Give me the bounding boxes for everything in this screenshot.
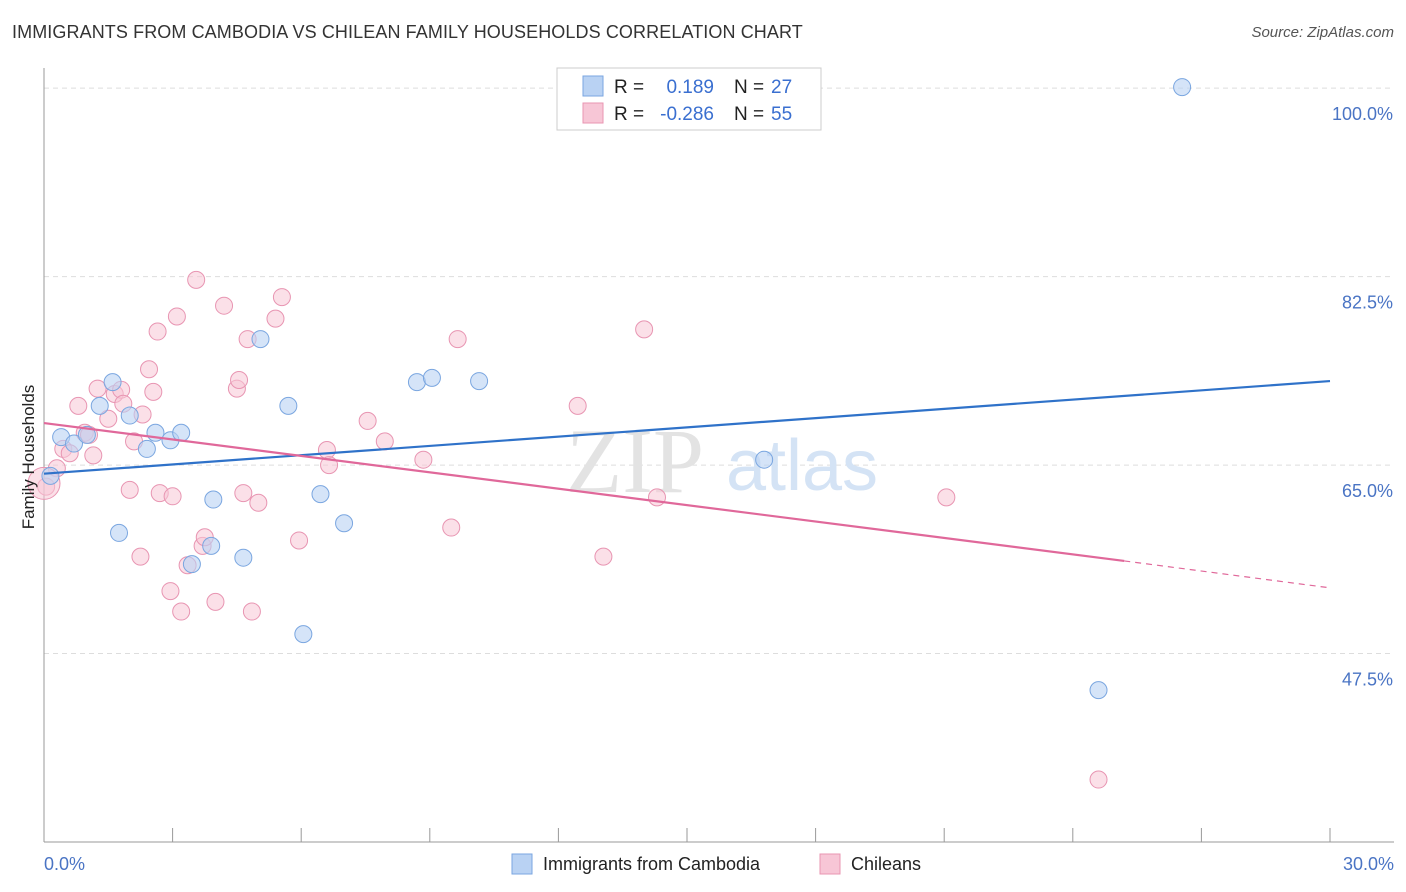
cambodia-point: [103, 373, 122, 392]
chileans-point: [242, 602, 261, 621]
cambodia-point: [110, 523, 129, 542]
top-legend: R = 0.189 N = 27 R = -0.286 N = 55: [556, 67, 822, 131]
bottom-legend-swatch-chileans: [819, 853, 841, 875]
chileans-point: [448, 330, 467, 349]
chileans-point: [131, 547, 150, 566]
cambodia-trend-line: [43, 379, 1331, 475]
legend-r-value-2: -0.286: [660, 104, 714, 125]
cambodia-point: [202, 536, 221, 555]
chileans-point: [163, 487, 182, 506]
chileans-point: [88, 379, 107, 398]
chileans-point: [144, 382, 163, 401]
chileans-point: [358, 411, 377, 430]
cambodia-point: [90, 396, 109, 415]
chileans-point: [290, 531, 309, 550]
chileans-point: [375, 432, 394, 451]
cambodia-point: [1089, 681, 1108, 700]
cambodia-point: [755, 450, 774, 469]
chileans-point: [206, 592, 225, 611]
cambodia-point: [311, 485, 330, 504]
cambodia-point: [1173, 78, 1192, 97]
chart-title: IMMIGRANTS FROM CAMBODIA VS CHILEAN FAMI…: [12, 22, 803, 42]
chileans-point: [266, 309, 285, 328]
chileans-point: [414, 450, 433, 469]
y-tick-label: 47.5%: [1342, 670, 1393, 690]
chileans-trend-extension: [1124, 560, 1331, 589]
chileans-trend-line: [43, 421, 1125, 563]
cambodia-point: [77, 425, 96, 444]
watermark-zip: ZIP: [566, 410, 704, 512]
legend-swatch-chileans: [582, 102, 604, 124]
legend-n-value-2: 55: [771, 104, 792, 125]
chileans-point: [69, 396, 88, 415]
chileans-point: [99, 409, 118, 428]
legend-r-label-1: R =: [614, 77, 644, 98]
legend-swatch-cambodia: [582, 75, 604, 97]
chileans-point: [272, 288, 291, 307]
legend-r-label-2: R =: [614, 104, 644, 125]
cambodia-point: [182, 555, 201, 574]
watermark-atlas: atlas: [726, 426, 878, 506]
chileans-point: [120, 480, 139, 499]
legend-n-value-1: 27: [771, 77, 792, 98]
cambodia-point: [407, 373, 426, 392]
axes: [43, 68, 1394, 843]
chileans-point: [1089, 770, 1108, 789]
gridlines: [44, 87, 1394, 655]
bottom-legend: Immigrants from Cambodia Chileans: [511, 853, 921, 875]
cambodia-point: [137, 439, 156, 458]
chileans-point: [215, 296, 234, 315]
cambodia-point: [204, 490, 223, 509]
legend-n-label-2: N =: [734, 104, 764, 125]
legend-n-label-1: N =: [734, 77, 764, 98]
cambodia-point: [470, 372, 489, 391]
chileans-point: [594, 547, 613, 566]
cambodia-points: [41, 78, 1192, 700]
cambodia-point: [294, 625, 313, 644]
trend-lines: [43, 379, 1331, 589]
chileans-point: [161, 582, 180, 601]
chileans-point: [172, 602, 191, 621]
y-tick-label: 82.5%: [1342, 293, 1393, 313]
cambodia-point: [41, 466, 60, 485]
y-tick-label: 100.0%: [1332, 104, 1393, 124]
chileans-point: [84, 446, 103, 465]
cambodia-point: [279, 396, 298, 415]
chileans-point: [167, 307, 186, 326]
cambodia-point: [65, 434, 84, 453]
cambodia-point: [234, 548, 253, 567]
chileans-point: [140, 360, 159, 379]
bottom-legend-label-chileans: Chileans: [851, 854, 921, 874]
chileans-point: [647, 488, 666, 507]
source-label: Source: ZipAtlas.com: [1251, 24, 1394, 41]
watermark: ZIP atlas: [566, 410, 878, 512]
legend-r-value-1: 0.189: [666, 77, 714, 98]
x-tick-label: 0.0%: [44, 854, 85, 874]
chileans-point: [234, 484, 253, 503]
bottom-legend-swatch-cambodia: [511, 853, 533, 875]
chileans-point: [148, 322, 167, 341]
cambodia-point: [422, 368, 441, 387]
x-tick-label: 30.0%: [1343, 854, 1394, 874]
chileans-point: [249, 493, 268, 512]
chileans-point: [442, 518, 461, 537]
cambodia-point: [251, 330, 270, 349]
cambodia-point: [335, 514, 354, 533]
y-tick-label: 65.0%: [1342, 481, 1393, 501]
bottom-legend-label-cambodia: Immigrants from Cambodia: [543, 854, 761, 874]
chileans-point: [937, 488, 956, 507]
chileans-point: [187, 270, 206, 289]
chileans-point: [317, 441, 336, 459]
tick-labels: 47.5% 65.0% 82.5% 100.0% 0.0% 30.0%: [44, 104, 1394, 874]
cambodia-point: [120, 406, 139, 425]
chileans-point: [568, 396, 587, 415]
chileans-point: [635, 320, 654, 339]
chileans-point: [230, 371, 249, 389]
chileans-points: [27, 270, 1108, 789]
y-axis-title: Family Households: [19, 385, 38, 530]
